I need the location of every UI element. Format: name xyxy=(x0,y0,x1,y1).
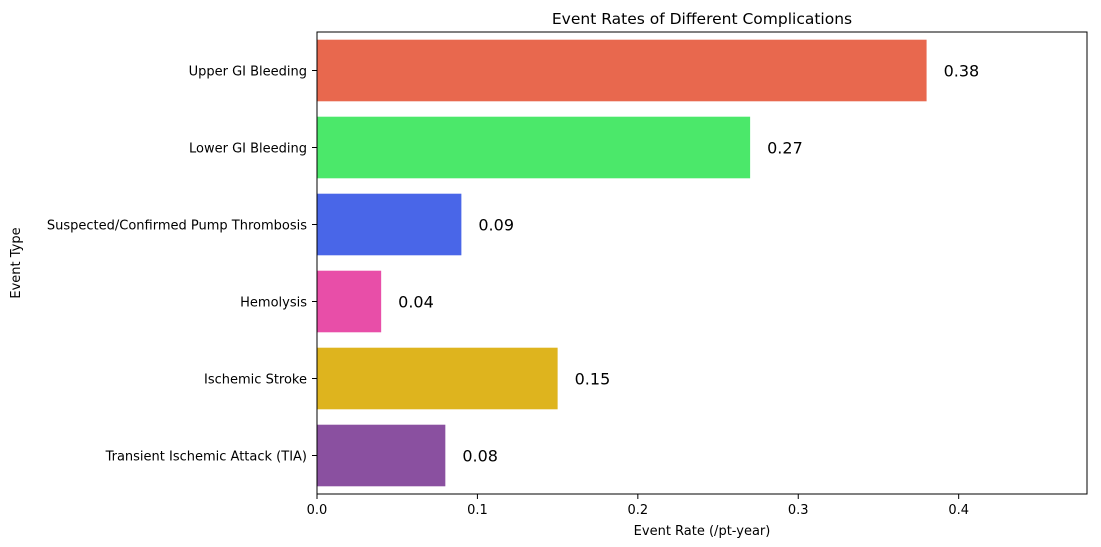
x-tick-label: 0.3 xyxy=(788,503,809,518)
bar xyxy=(317,193,462,256)
y-axis-ticks: Upper GI Bleeding Lower GI Bleeding Suspec… xyxy=(47,65,317,465)
bar xyxy=(317,39,927,102)
bar xyxy=(317,270,382,333)
plot-frame xyxy=(316,31,1088,495)
x-tick-label: 0.1 xyxy=(467,503,488,518)
x-axis-ticks: 0.0 0.1 0.2 0.3 0.4 xyxy=(307,494,969,518)
bar xyxy=(317,424,446,487)
bar-value-label: 0.27 xyxy=(767,139,803,158)
y-tick-label: Upper GI Bleeding xyxy=(189,65,307,80)
bar xyxy=(317,116,751,179)
value-labels-layer: 0.38 0.27 0.09 0.04 0.15 0.08 xyxy=(398,62,979,466)
bar-value-label: 0.09 xyxy=(478,216,514,235)
y-tick-label: Transient Ischemic Attack (TIA) xyxy=(105,450,307,465)
bar-value-label: 0.38 xyxy=(944,62,980,81)
x-tick-label: 0.0 xyxy=(307,503,328,518)
y-tick-label: Ischemic Stroke xyxy=(204,373,307,388)
bars-layer xyxy=(317,39,927,487)
y-tick-label: Suspected/Confirmed Pump Thrombosis xyxy=(47,219,307,234)
y-tick-label: Lower GI Bleeding xyxy=(189,142,307,157)
bar-value-label: 0.15 xyxy=(575,370,611,389)
y-tick-label: Hemolysis xyxy=(240,296,307,311)
bar-value-label: 0.04 xyxy=(398,293,434,312)
chart-title: Event Rates of Different Complications xyxy=(552,10,852,28)
x-tick-label: 0.2 xyxy=(627,503,648,518)
y-axis-label: Event Type xyxy=(9,227,24,298)
bar-value-label: 0.08 xyxy=(462,447,498,466)
bar xyxy=(317,347,558,410)
x-axis-label: Event Rate (/pt-year) xyxy=(634,524,771,539)
x-tick-label: 0.4 xyxy=(948,503,969,518)
